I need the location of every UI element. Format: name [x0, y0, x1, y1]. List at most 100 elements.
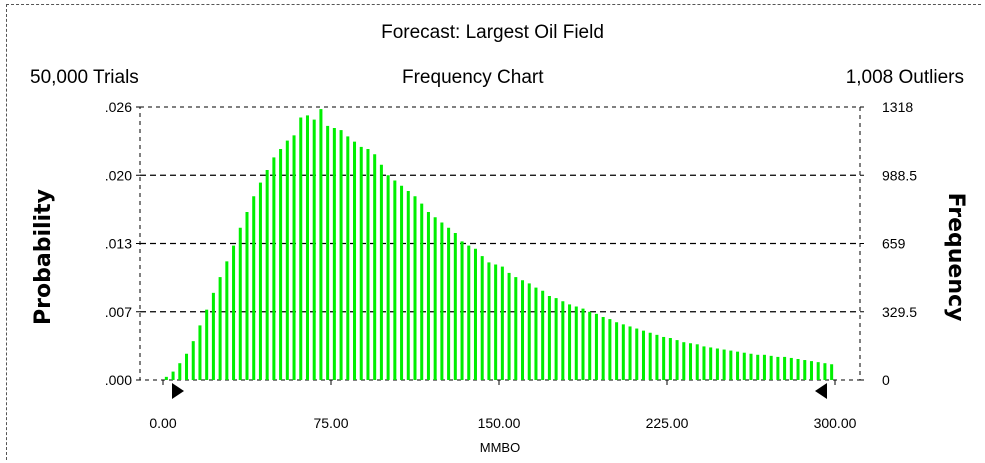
histogram-bar: [803, 360, 807, 380]
histogram-bar: [326, 125, 330, 381]
histogram-bar: [769, 355, 773, 380]
x-tick-label: 300.00: [814, 415, 857, 431]
histogram-bar: [339, 130, 343, 380]
x-tick-label: 75.00: [313, 415, 348, 431]
histogram-bar: [413, 196, 417, 380]
histogram-bar: [641, 330, 645, 380]
histogram-bar: [601, 317, 605, 380]
histogram-bar: [426, 212, 430, 380]
histogram-bar: [346, 136, 350, 380]
histogram-bar: [406, 191, 410, 380]
chart-subtitle: Frequency Chart: [402, 67, 544, 88]
histogram-bar: [164, 376, 168, 380]
y2-tick-label: 988.5: [882, 167, 917, 183]
x-tick-label: 0.00: [149, 415, 176, 431]
histogram-bar: [433, 217, 437, 380]
histogram-bar: [312, 119, 316, 380]
histogram-bar: [682, 342, 686, 380]
y-tick-label: .026: [105, 99, 132, 115]
histogram-bar: [467, 245, 471, 380]
histogram-bar: [305, 115, 309, 381]
histogram-bar: [742, 352, 746, 380]
histogram-bar: [238, 227, 242, 380]
histogram-bar: [568, 304, 572, 380]
histogram-bar: [662, 336, 666, 380]
histogram-bar: [400, 185, 404, 380]
x-axis-label: MMBO: [480, 440, 520, 455]
histogram-bar: [218, 277, 222, 380]
histogram-bar: [386, 175, 390, 380]
histogram-bar: [655, 334, 659, 380]
y-axis-label-left: Probability: [31, 189, 56, 325]
histogram-bar: [319, 109, 323, 380]
histogram-bar: [534, 287, 538, 380]
histogram-bar: [420, 203, 424, 380]
histogram-bar: [480, 256, 484, 380]
histogram-bar: [554, 298, 558, 380]
y2-tick-label: 1318: [882, 99, 913, 115]
histogram-bar: [171, 371, 175, 380]
histogram-bar: [783, 356, 787, 380]
histogram-bar: [191, 341, 195, 380]
trials-count: 50,000 Trials: [30, 67, 139, 88]
histogram-bar: [635, 328, 639, 380]
histogram-bar: [729, 350, 733, 380]
histogram-bar: [594, 313, 598, 380]
histogram-bar: [272, 157, 276, 380]
histogram-bar: [494, 264, 498, 380]
histogram-bar: [628, 326, 632, 380]
histogram-bar: [547, 296, 551, 380]
right-certainty-marker: [815, 383, 827, 399]
histogram-bar: [185, 353, 189, 380]
histogram-bar: [608, 319, 612, 380]
histogram-bar: [689, 343, 693, 380]
histogram-bar: [198, 325, 202, 380]
y2-tick-label: 329.5: [882, 304, 917, 320]
histogram-bar: [736, 351, 740, 380]
chart-frame: [6, 4, 981, 460]
histogram-bar: [574, 306, 578, 380]
left-certainty-marker: [172, 383, 184, 399]
histogram-bar: [722, 349, 726, 380]
histogram-bar: [621, 324, 625, 380]
histogram-bar: [252, 196, 256, 380]
histogram-bar: [225, 261, 229, 380]
histogram-bar: [393, 180, 397, 380]
histogram-bar: [541, 290, 545, 380]
y-tick-label: .000: [105, 372, 132, 388]
x-tick-label: 150.00: [478, 415, 521, 431]
histogram-bar: [473, 248, 477, 380]
histogram-bar: [816, 362, 820, 380]
histogram-bar: [245, 212, 249, 380]
histogram-bar: [796, 359, 800, 380]
histogram-bar: [527, 283, 531, 380]
histogram-bar: [205, 309, 209, 380]
histogram-bar: [447, 227, 451, 380]
histogram-bar: [500, 266, 504, 380]
x-tick-label: 225.00: [646, 415, 689, 431]
histogram-bar: [292, 135, 296, 380]
histogram-bar: [353, 141, 357, 380]
histogram-bar: [359, 146, 363, 380]
histogram-bar: [762, 354, 766, 380]
y-tick-label: .007: [105, 304, 132, 320]
histogram-bar: [366, 149, 370, 380]
histogram-bar: [675, 340, 679, 380]
histogram-bar: [521, 280, 525, 380]
histogram-bar: [668, 338, 672, 380]
histogram-bar: [789, 357, 793, 380]
histogram-bar: [749, 353, 753, 380]
histogram-bar: [440, 222, 444, 380]
histogram-bar: [379, 164, 383, 380]
y-tick-label: .020: [105, 167, 132, 183]
histogram-bar: [285, 140, 289, 380]
histogram-bar: [279, 149, 283, 380]
histogram-bar: [265, 170, 269, 380]
histogram-bar: [211, 292, 215, 380]
histogram-bar: [232, 245, 236, 380]
histogram-bar: [695, 344, 699, 380]
y-tick-label: .013: [105, 236, 132, 252]
histogram-bar: [823, 363, 827, 380]
histogram-bar: [581, 308, 585, 380]
